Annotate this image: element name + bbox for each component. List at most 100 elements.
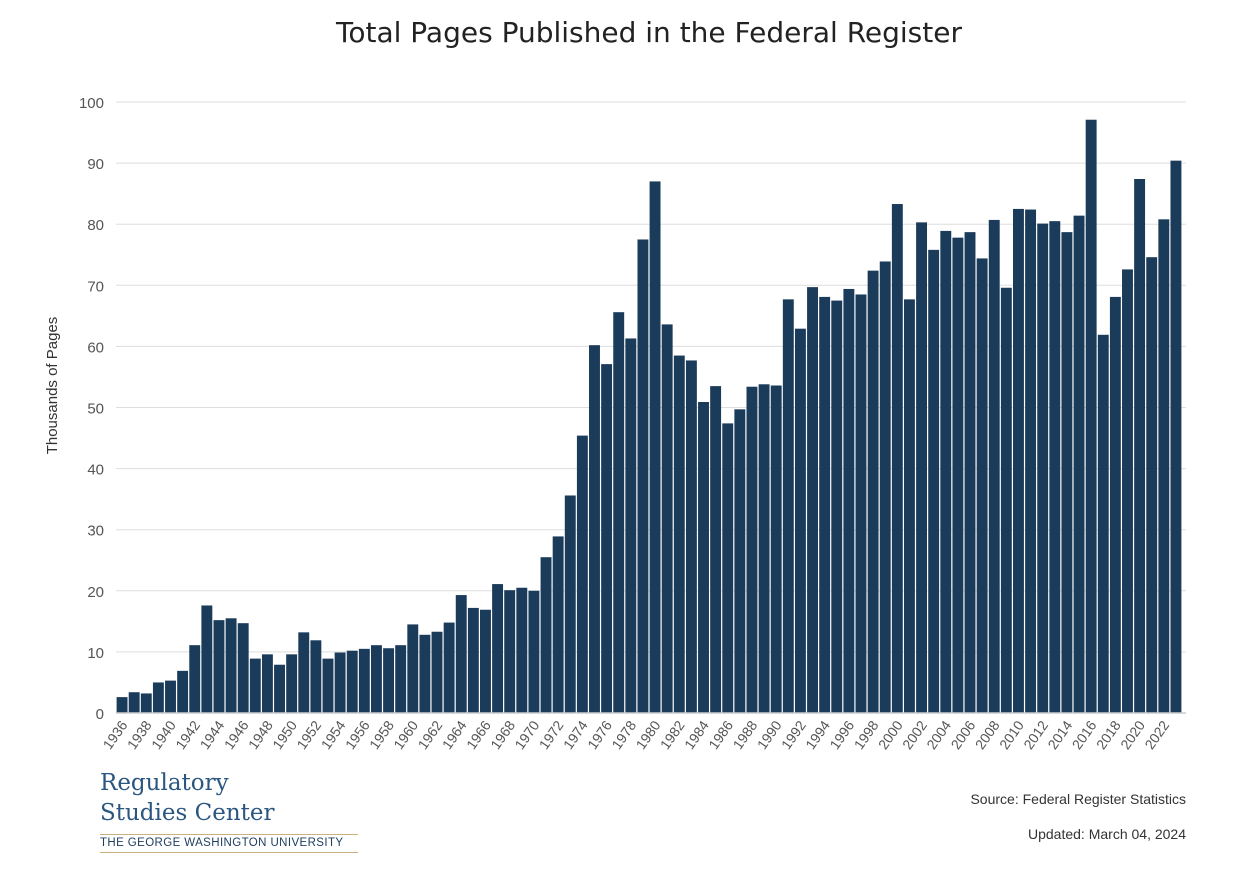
x-tick-label: 1944 (196, 717, 227, 752)
bars (116, 119, 1182, 714)
bar-1967 (492, 584, 504, 713)
x-tick-label: 1972 (536, 717, 567, 752)
bar-1968 (504, 590, 516, 713)
x-tick-label: 1970 (511, 717, 542, 752)
bar-1973 (564, 495, 576, 713)
bar-1955 (346, 650, 358, 713)
bar-2014 (1061, 232, 1073, 713)
x-tick-label: 1988 (729, 717, 760, 752)
bar-1953 (322, 658, 334, 713)
bar-1954 (334, 652, 346, 713)
bar-2003 (928, 249, 940, 713)
x-tick-label: 1946 (221, 717, 252, 752)
bar-1939 (152, 682, 164, 713)
bar-1992 (794, 328, 806, 713)
x-tick-label: 1964 (439, 717, 470, 752)
x-tick-label: 2018 (1093, 717, 1124, 752)
bar-2004 (940, 230, 952, 713)
x-tick-label: 1998 (851, 717, 882, 752)
bar-2010 (1013, 208, 1024, 714)
bar-2008 (988, 219, 1000, 713)
bar-2001 (903, 299, 915, 713)
x-tick-label: 2012 (1020, 717, 1051, 752)
x-tick-label: 2004 (923, 717, 954, 752)
bar-1972 (552, 536, 564, 713)
bar-1965 (467, 607, 479, 713)
logo-subtitle: THE GEORGE WASHINGTON UNIVERSITY (100, 834, 358, 853)
y-tick-label: 80 (87, 217, 104, 234)
bar-1937 (128, 692, 140, 713)
bar-2023 (1170, 160, 1182, 713)
bar-2007 (976, 258, 988, 713)
x-tick-label: 2006 (947, 717, 978, 752)
bar-2000 (891, 204, 903, 714)
bar-1940 (165, 680, 176, 713)
bar-1980 (649, 181, 661, 713)
y-axis-label: Thousands of Pages (44, 317, 61, 455)
bar-1986 (722, 423, 734, 713)
bar-2002 (916, 222, 928, 713)
bar-1936 (116, 697, 128, 713)
updated-note: Updated: March 04, 2024 (1028, 826, 1186, 842)
bar-1993 (807, 287, 818, 713)
bar-1984 (698, 402, 709, 713)
x-tick-label: 1956 (342, 717, 373, 752)
bar-2017 (1097, 334, 1109, 713)
bar-1943 (201, 605, 213, 713)
x-tick-label: 1976 (584, 717, 615, 752)
bar-1999 (879, 261, 891, 713)
bar-1991 (782, 299, 794, 713)
bar-1969 (516, 587, 528, 713)
x-tick-label: 1986 (705, 717, 736, 752)
y-tick-label: 90 (87, 156, 104, 173)
x-tick-label: 1984 (681, 717, 712, 752)
bar-1959 (395, 645, 407, 713)
bar-2011 (1025, 209, 1037, 713)
logo: Regulatory Studies Center THE GEORGE WAS… (100, 768, 358, 853)
y-tick-label: 40 (87, 462, 104, 479)
y-tick-label: 20 (87, 584, 104, 601)
y-tick-label: 100 (79, 95, 104, 112)
bar-2005 (952, 237, 964, 713)
x-tick-label: 1974 (560, 717, 591, 752)
y-axis-ticks: 0 10 20 30 40 50 60 70 80 90 100 (79, 95, 104, 723)
bar-1997 (855, 294, 867, 713)
chart-title: Total Pages Published in the Federal Reg… (336, 16, 962, 49)
bar-1952 (310, 640, 322, 713)
bar-2009 (1000, 287, 1012, 713)
logo-line-1: Regulatory (100, 770, 229, 796)
bar-1938 (140, 693, 152, 713)
bar-2022 (1158, 219, 1170, 713)
y-tick-label: 10 (87, 645, 104, 662)
x-tick-label: 1952 (293, 717, 324, 752)
bar-1994 (819, 296, 831, 713)
bar-1947 (249, 658, 261, 713)
x-tick-label: 1990 (754, 717, 785, 752)
x-tick-label: 2014 (1044, 717, 1075, 752)
x-tick-label: 1982 (657, 717, 688, 752)
x-tick-label: 1936 (100, 717, 131, 752)
x-tick-label: 2016 (1069, 717, 1100, 752)
bar-1962 (431, 631, 443, 713)
x-tick-label: 1992 (778, 717, 809, 752)
y-tick-label: 30 (87, 523, 104, 540)
x-tick-label: 1940 (148, 717, 179, 752)
x-tick-label: 1994 (802, 717, 833, 752)
bar-1978 (625, 338, 637, 713)
x-tick-label: 1978 (608, 717, 639, 752)
bar-1963 (443, 622, 455, 713)
x-tick-label: 1950 (269, 717, 300, 752)
bar-1981 (661, 324, 673, 713)
x-tick-label: 1948 (245, 717, 276, 752)
bar-1957 (370, 645, 382, 713)
bar-1966 (480, 609, 491, 713)
bar-1950 (286, 654, 298, 713)
bar-1970 (528, 590, 540, 713)
bar-1976 (601, 364, 613, 713)
x-tick-label: 1954 (318, 717, 349, 752)
x-tick-label: 1938 (124, 717, 155, 752)
bar-1982 (673, 355, 685, 713)
bar-1942 (189, 645, 201, 713)
bar-1995 (831, 300, 843, 713)
